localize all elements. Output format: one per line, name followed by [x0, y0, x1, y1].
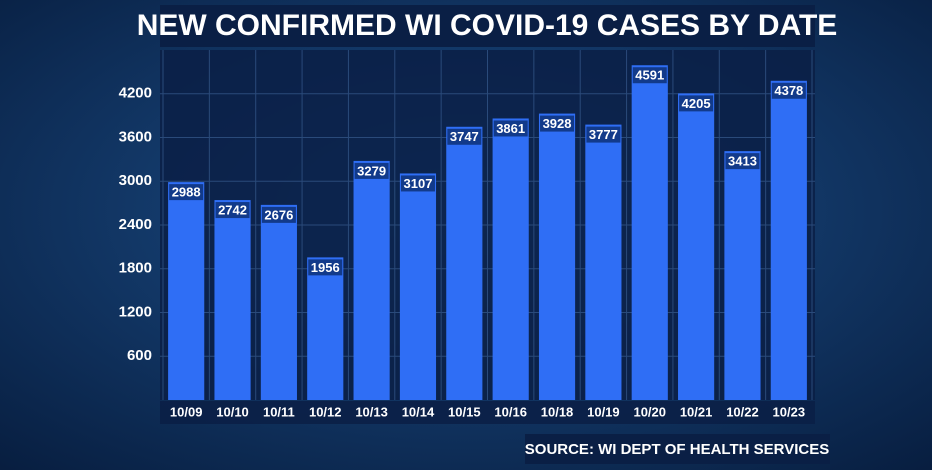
- x-tick-label: 10/09: [170, 404, 203, 419]
- y-tick-label: 600: [127, 347, 152, 364]
- bar: [631, 65, 668, 400]
- x-tick-label: 10/10: [216, 404, 249, 419]
- bar: [724, 151, 761, 400]
- y-tick-label: 1800: [119, 260, 152, 277]
- value-label: 2988: [172, 185, 201, 200]
- bar: [770, 80, 807, 400]
- value-label: 3107: [404, 176, 433, 191]
- value-label: 4591: [635, 68, 664, 83]
- y-tick-label: 4200: [119, 85, 152, 102]
- chart-title: NEW CONFIRMED WI COVID-19 CASES BY DATE: [137, 9, 838, 42]
- value-label: 3861: [496, 121, 525, 136]
- x-tick-label: 10/15: [448, 404, 481, 419]
- value-label: 3928: [543, 116, 572, 131]
- value-label: 4378: [774, 83, 803, 98]
- value-label: 2742: [218, 203, 247, 218]
- bar: [399, 173, 437, 400]
- y-tick-label: 3600: [119, 128, 152, 145]
- bar: [168, 182, 205, 400]
- value-label: 2676: [264, 207, 293, 222]
- x-tick-label: 10/14: [402, 404, 435, 419]
- value-label-box: [169, 184, 204, 201]
- value-label-box: [447, 128, 482, 145]
- bar: [678, 93, 715, 401]
- source: SOURCE: WI DEPT OF HEALTH SERVICES: [525, 441, 829, 458]
- bar: [260, 204, 297, 400]
- value-label-box: [586, 126, 621, 143]
- x-tick-label: 10/21: [680, 404, 713, 419]
- value-label: 3777: [589, 127, 618, 142]
- bar: [585, 124, 622, 400]
- value-label-box: [725, 153, 760, 170]
- source-banner: [525, 434, 830, 464]
- x-tick-label: 10/11: [263, 404, 295, 419]
- x-tick-label: 10/20: [633, 404, 666, 419]
- value-label-box: [308, 259, 343, 276]
- value-label-box: [632, 67, 667, 84]
- value-label: 4205: [682, 96, 711, 111]
- value-label-box: [771, 82, 806, 99]
- bar: [446, 126, 483, 400]
- y-tick-label: 1200: [119, 303, 152, 320]
- value-label: 3279: [357, 163, 386, 178]
- bar: [214, 200, 251, 400]
- x-tick-label: 10/19: [587, 404, 620, 419]
- bar: [492, 118, 529, 400]
- x-tick-label: 10/12: [309, 404, 342, 419]
- value-label-box: [540, 115, 575, 132]
- x-tick-label: 10/23: [773, 404, 806, 419]
- value-label-box: [261, 206, 296, 223]
- y-tick-label: 2400: [119, 216, 152, 233]
- x-tick-label: 10/18: [541, 404, 574, 419]
- x-axis-band: [160, 401, 815, 424]
- bar: [353, 160, 390, 400]
- x-tick-label: 10/16: [494, 404, 527, 419]
- x-tick-label: 10/22: [726, 404, 759, 419]
- value-label-box: [400, 175, 435, 192]
- value-label-box: [679, 95, 714, 112]
- value-label-box: [215, 202, 250, 219]
- value-label-box: [493, 120, 528, 137]
- value-label: 3747: [450, 129, 479, 144]
- value-label: 1956: [311, 260, 340, 275]
- bar: [538, 113, 576, 400]
- bar: [307, 257, 344, 400]
- x-tick-label: 10/13: [355, 404, 388, 419]
- value-label: 3413: [728, 154, 757, 169]
- value-label-box: [354, 162, 389, 179]
- y-tick-label: 3000: [119, 172, 152, 189]
- title-banner: [160, 5, 815, 47]
